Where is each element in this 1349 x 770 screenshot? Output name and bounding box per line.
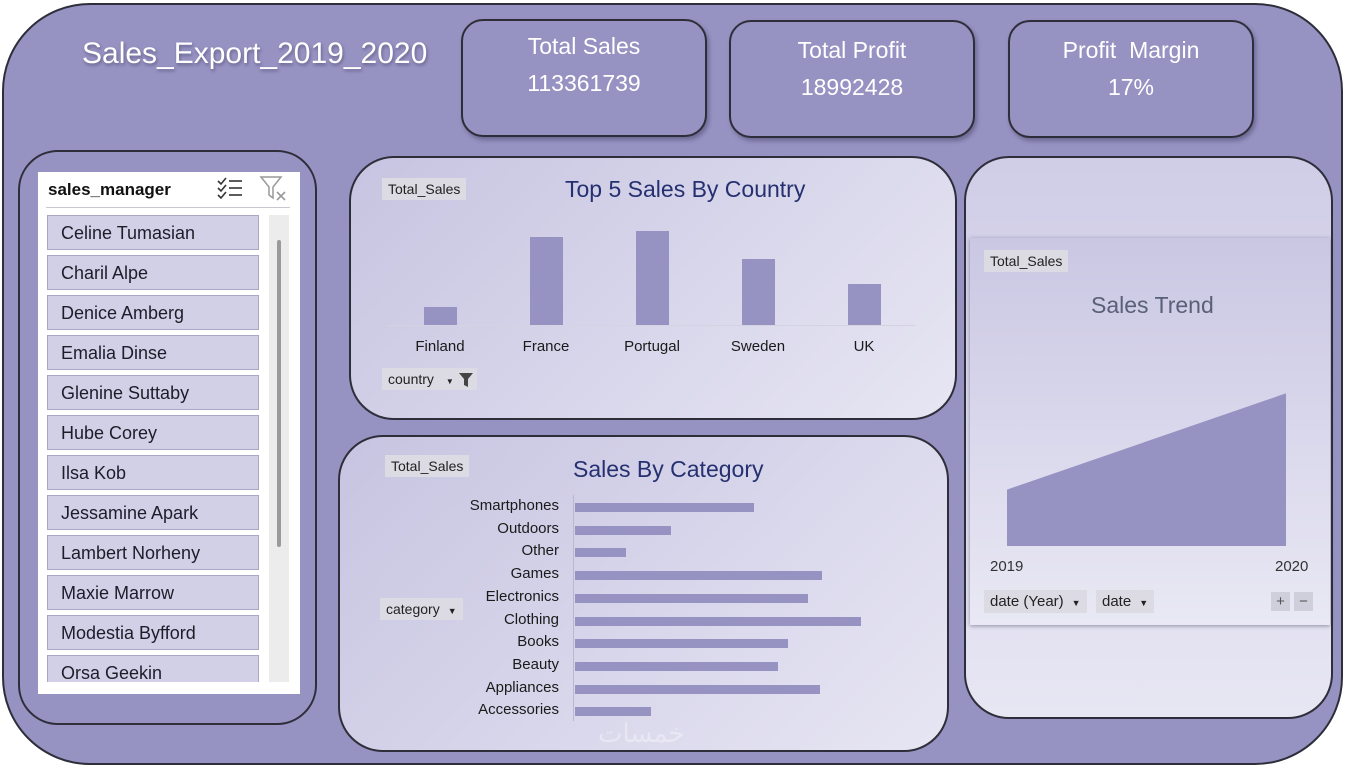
trend-field-button[interactable]: Total_Sales [984, 250, 1069, 272]
dropdown-arrow-icon: ▼ [1071, 598, 1081, 608]
slicer-item[interactable]: Hube Corey [47, 415, 259, 450]
top5-chart-title: Top 5 Sales By Country [565, 176, 806, 202]
kpi-value: 17% [1107, 74, 1155, 100]
category-y-label: Beauty [512, 655, 559, 673]
expand-button[interactable]: + [1271, 592, 1290, 611]
filter-icon [458, 373, 473, 388]
top5-x-label: Sweden [730, 338, 786, 355]
multi-select-icon[interactable] [217, 177, 243, 200]
slicer-item[interactable]: Lambert Norheny [47, 535, 259, 570]
top5-bar [742, 258, 775, 325]
slicer-item[interactable]: Maxie Marrow [47, 575, 259, 610]
category-bar [575, 616, 861, 626]
category-bar [575, 548, 627, 558]
category-bar [575, 571, 823, 581]
dropdown-arrow-icon: ▼ [447, 606, 457, 616]
category-chart-title: Sales By Category [573, 456, 764, 482]
category-bar [575, 503, 754, 512]
category-bar [575, 525, 671, 535]
category-bar [575, 593, 809, 603]
top5-bar [424, 306, 457, 325]
clear-filter-icon[interactable] [259, 176, 288, 202]
category-field-button[interactable]: Total_Sales [385, 455, 470, 477]
category-y-label: Clothing [503, 610, 559, 628]
dashboard-title: Sales_Export_2019_2020 [82, 37, 428, 70]
slicer-divider [46, 207, 290, 208]
slicer-header: sales_manager [48, 180, 171, 199]
top5-field-button[interactable]: Total_Sales [382, 178, 467, 200]
slicer-item[interactable]: Celine Tumasian [47, 215, 259, 250]
date-label: date [1102, 593, 1132, 610]
slicer-item[interactable]: Orsa Geekin [47, 655, 259, 682]
kpi-total-sales: Total Sales 113361739 [461, 19, 707, 137]
top5-axis-line [387, 325, 915, 326]
top5-x-label: France [522, 338, 570, 355]
category-filter-label: category [386, 601, 440, 617]
kpi-profit-margin: Profit Margin 17% [1008, 20, 1254, 138]
kpi-value: 113361739 [527, 70, 641, 96]
slicer-item[interactable]: Glenine Suttaby [47, 375, 259, 410]
top5-x-label: Finland [415, 338, 465, 355]
category-y-label: Books [517, 633, 559, 651]
category-axis-line [573, 495, 574, 721]
category-y-label: Outdoors [497, 519, 559, 537]
category-y-label: Appliances [485, 678, 559, 696]
category-y-label: Accessories [478, 701, 559, 719]
category-filter-button[interactable]: category ▼ [380, 598, 463, 620]
country-filter-label: country [388, 371, 434, 387]
scrollbar-thumb[interactable] [277, 240, 281, 547]
dropdown-arrow-icon: ▼ [445, 377, 454, 386]
trend-area-series [1007, 393, 1286, 546]
date-year-button[interactable]: date (Year) ▼ [984, 590, 1087, 613]
category-bar [575, 661, 779, 671]
country-filter-button[interactable]: country ▼ [382, 368, 477, 391]
sales-manager-slicer[interactable]: sales_manager Celine Tumasian Charil Alpe… [38, 172, 300, 694]
category-bar [575, 639, 789, 649]
slicer-item[interactable]: Charil Alpe [47, 255, 259, 290]
slicer-item[interactable]: Ilsa Kob [47, 455, 259, 490]
slicer-item[interactable]: Modestia Byfford [47, 615, 259, 650]
trend-x-tick: 2019 [990, 558, 1024, 575]
kpi-label: Total Profit [797, 37, 907, 63]
category-bar [575, 707, 651, 717]
slicer-item[interactable]: Denice Amberg [47, 295, 259, 330]
top5-x-label: Portugal [624, 338, 680, 355]
date-year-label: date (Year) [990, 593, 1064, 610]
trend-chart-title: Sales Trend [1091, 292, 1214, 318]
category-bar [575, 684, 820, 694]
kpi-value: 18992428 [800, 74, 904, 100]
slicer-item[interactable]: Emalia Dinse [47, 335, 259, 370]
kpi-label: Profit Margin [1062, 37, 1200, 63]
date-button[interactable]: date ▼ [1096, 590, 1155, 613]
top5-bar [848, 284, 881, 325]
category-y-label: Games [510, 565, 559, 583]
slicer-item-list: Celine Tumasian Charil Alpe Denice Amberg E… [47, 215, 259, 682]
trend-x-tick: 2020 [1275, 558, 1309, 575]
top5-x-label: UK [853, 338, 875, 355]
top5-bar [636, 231, 669, 325]
category-panel [338, 435, 949, 752]
category-y-label: Smartphones [469, 497, 559, 514]
dropdown-arrow-icon: ▼ [1139, 598, 1149, 608]
watermark-logo: خمسات [598, 718, 685, 748]
slicer-item[interactable]: Jessamine Apark [47, 495, 259, 530]
kpi-label: Total Sales [527, 33, 641, 59]
kpi-total-profit: Total Profit 18992428 [729, 20, 975, 138]
collapse-button[interactable]: − [1294, 592, 1313, 611]
top5-bar [530, 236, 563, 325]
trend-area-plot [1007, 393, 1286, 546]
category-y-label: Electronics [485, 587, 559, 605]
category-y-label: Other [521, 542, 559, 560]
slicer-scrollbar[interactable] [269, 215, 289, 682]
